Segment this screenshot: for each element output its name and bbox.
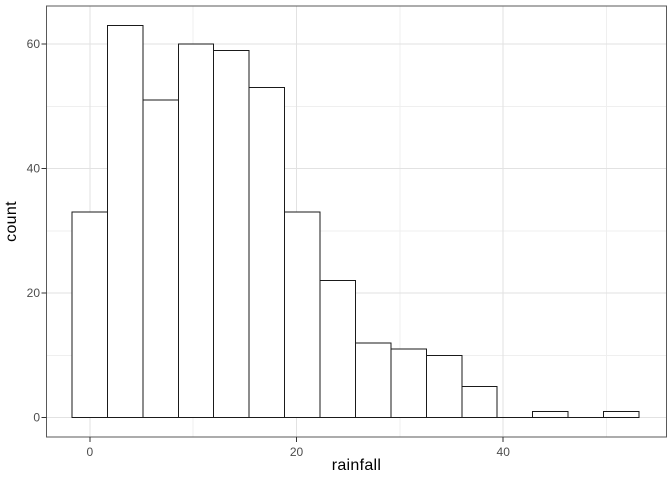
panel-border xyxy=(46,5,667,438)
axis-tick-marks xyxy=(41,43,504,442)
x-tick-label: 40 xyxy=(497,445,511,459)
histogram-bar xyxy=(461,385,498,419)
x-axis-title: rainfall xyxy=(332,457,382,474)
histogram-bar xyxy=(248,87,286,419)
histogram-bar xyxy=(390,348,427,419)
y-axis-title: count xyxy=(3,201,20,242)
histogram-bar xyxy=(354,342,392,419)
histogram-bar xyxy=(603,410,640,419)
histogram-bar xyxy=(106,24,144,419)
x-axis-tick-labels: 0 20 40 xyxy=(87,445,511,459)
y-axis-tick-labels: 0 20 40 60 xyxy=(27,37,41,424)
y-tick-label: 0 xyxy=(33,411,40,425)
y-tick-label: 40 xyxy=(27,162,41,176)
histogram-bar xyxy=(532,410,569,419)
x-tick-label: 0 xyxy=(87,445,94,459)
histogram-bars xyxy=(71,24,640,419)
histogram-bar xyxy=(425,354,463,419)
y-tick-label: 20 xyxy=(27,286,41,300)
histogram-bar xyxy=(177,43,215,419)
histogram-bar xyxy=(319,280,356,419)
y-tick-label: 60 xyxy=(27,37,41,51)
x-tick-label: 20 xyxy=(290,445,304,459)
histogram-bar xyxy=(71,211,108,419)
histogram-bar xyxy=(213,49,250,419)
histogram-bar xyxy=(284,211,321,419)
histogram-bar xyxy=(142,99,179,419)
